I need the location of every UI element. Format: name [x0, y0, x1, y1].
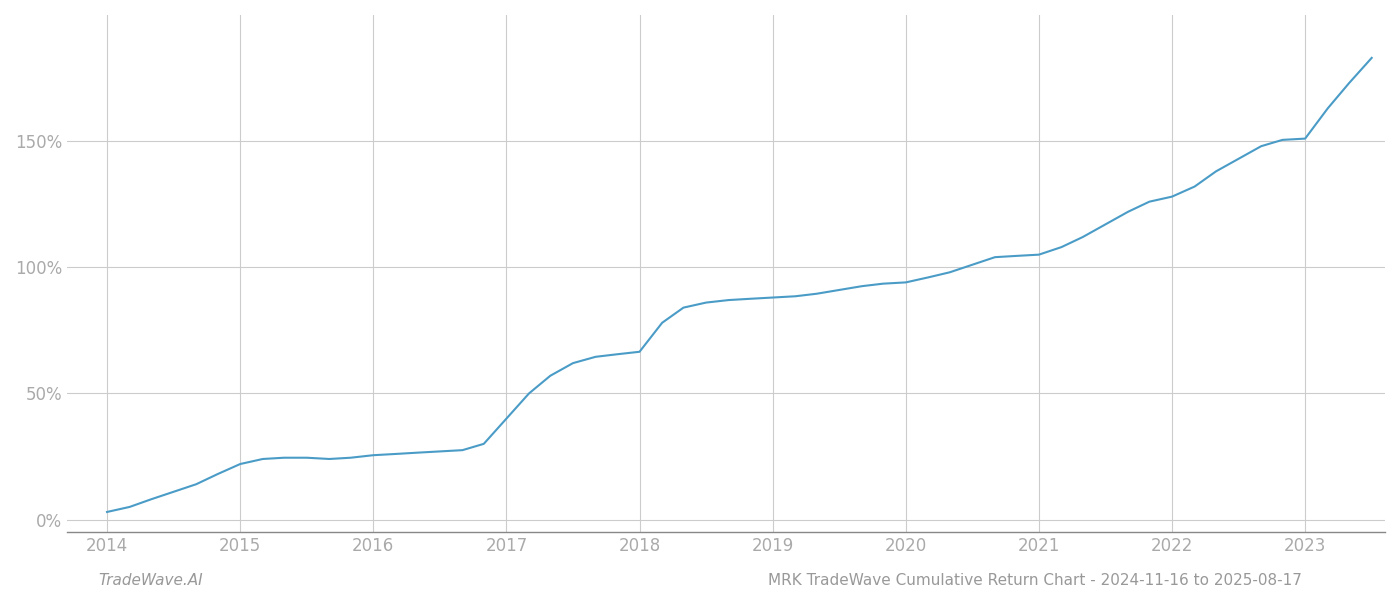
Text: MRK TradeWave Cumulative Return Chart - 2024-11-16 to 2025-08-17: MRK TradeWave Cumulative Return Chart - …	[769, 573, 1302, 588]
Text: TradeWave.AI: TradeWave.AI	[98, 573, 203, 588]
